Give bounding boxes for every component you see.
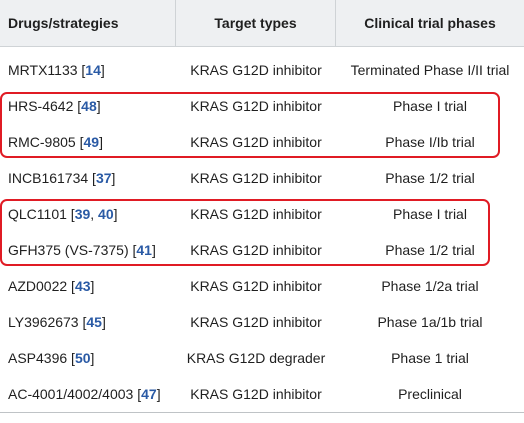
trial-phase-cell: Phase 1/2 trial (385, 242, 475, 258)
drug-name-cell: AZD0022 [43] (8, 278, 95, 294)
target-type-cell: KRAS G12D inhibitor (190, 278, 322, 294)
drug-name-cell: ASP4396 [50] (8, 350, 95, 366)
drug-name: QLC1101 (8, 206, 67, 222)
reference-link[interactable]: 43 (74, 278, 91, 294)
table-row: LY3962673 [45] KRAS G12D inhibitor Phase 1… (0, 304, 524, 340)
reference-link[interactable]: 47 (141, 386, 157, 402)
reference-link[interactable]: 45 (86, 314, 102, 330)
table-row: AC-4001/4002/4003 [47] KRAS G12D inhibito… (0, 376, 524, 412)
drug-name-cell: RMC-9805 [49] (8, 134, 103, 150)
drug-name-cell: AC-4001/4002/4003 [47] (8, 386, 161, 402)
reference-link[interactable]: 40 (98, 206, 114, 222)
drug-name: AZD0022 (8, 278, 68, 294)
target-type-cell: KRAS G12D inhibitor (190, 134, 322, 150)
reference-link[interactable]: 50 (74, 350, 91, 366)
reference-link[interactable]: 14 (85, 62, 101, 78)
reference-link[interactable]: 37 (95, 170, 112, 186)
table-row: INCB161734 [37] KRAS G12D inhibitor Phase … (0, 160, 524, 196)
reference-link[interactable]: 41 (136, 242, 152, 258)
target-type-cell: KRAS G12D inhibitor (190, 62, 322, 78)
target-type-cell: KRAS G12D inhibitor (190, 170, 322, 186)
table-row: MRTX1133 [14] KRAS G12D inhibitor Terminat… (0, 52, 524, 88)
target-type-cell: KRAS G12D inhibitor (190, 242, 322, 258)
target-type-cell: KRAS G12D inhibitor (190, 314, 322, 330)
drug-name: LY3962673 (8, 314, 79, 330)
drug-name: HRS-4642 (8, 98, 74, 114)
trial-phase-cell: Phase 1 trial (391, 350, 469, 366)
table-header: Drugs/strategies Target types Clinical t… (0, 0, 524, 47)
trial-phase-cell: Phase I trial (393, 98, 467, 114)
drug-name-cell: MRTX1133 [14] (8, 62, 105, 78)
header-drugs-strategies[interactable]: Drugs/strategies (0, 0, 176, 46)
drug-name: AC-4001/4002/4003 (8, 386, 134, 402)
drug-name-cell: LY3962673 [45] (8, 314, 106, 330)
reference-link[interactable]: 48 (81, 98, 97, 114)
drug-name: GFH375 (VS-7375) (8, 242, 129, 258)
target-type-cell: KRAS G12D inhibitor (190, 98, 322, 114)
drug-name-cell: GFH375 (VS-7375) [41] (8, 242, 156, 258)
reference-link[interactable]: 49 (83, 134, 100, 150)
reference-link[interactable]: 39 (74, 206, 91, 222)
trial-phase-cell: Phase 1/2 trial (385, 170, 475, 186)
table-row: RMC-9805 [49] KRAS G12D inhibitor Phase I/… (0, 124, 524, 160)
drug-name: MRTX1133 (8, 62, 78, 78)
table-row: GFH375 (VS-7375) [41] KRAS G12D inhibitor… (0, 232, 524, 268)
drug-name: RMC-9805 (8, 134, 76, 150)
drug-name-cell: HRS-4642 [48] (8, 98, 101, 114)
trial-phase-cell: Phase I trial (393, 206, 467, 222)
table-row: AZD0022 [43] KRAS G12D inhibitor Phase 1/2… (0, 268, 524, 304)
drug-name-cell: QLC1101 [39, 40] (8, 206, 118, 222)
trial-phase-cell: Phase I/Ib trial (385, 134, 475, 150)
drug-name: ASP4396 (8, 350, 68, 366)
target-type-cell: KRAS G12D inhibitor (190, 206, 322, 222)
trial-phase-cell: Preclinical (398, 386, 462, 402)
table-row: QLC1101 [39, 40] KRAS G12D inhibitor Phase… (0, 196, 524, 232)
drug-name-cell: INCB161734 [37] (8, 170, 116, 186)
table-bottom-rule (0, 412, 524, 413)
table-row: ASP4396 [50] KRAS G12D degrader Phase 1 tr… (0, 340, 524, 376)
trial-phase-cell: Terminated Phase I/II trial (350, 62, 510, 78)
target-type-cell: KRAS G12D degrader (186, 350, 326, 366)
table-body: MRTX1133 [14] KRAS G12D inhibitor Terminat… (0, 52, 524, 412)
header-target-types[interactable]: Target types (176, 0, 336, 46)
header-clinical-trial-phases[interactable]: Clinical trial phases (364, 15, 496, 31)
drug-table: Drugs/strategies Target types Clinical t… (0, 0, 524, 402)
drug-name: INCB161734 (8, 170, 89, 186)
highlight-box-hrs-rmc (0, 92, 500, 158)
highlight-box-qlc-gfh (0, 199, 490, 266)
trial-phase-cell: Phase 1a/1b trial (377, 314, 483, 330)
trial-phase-cell: Phase 1/2a trial (381, 278, 479, 294)
target-type-cell: KRAS G12D inhibitor (190, 386, 322, 402)
table-row: HRS-4642 [48] KRAS G12D inhibitor Phase I … (0, 88, 524, 124)
